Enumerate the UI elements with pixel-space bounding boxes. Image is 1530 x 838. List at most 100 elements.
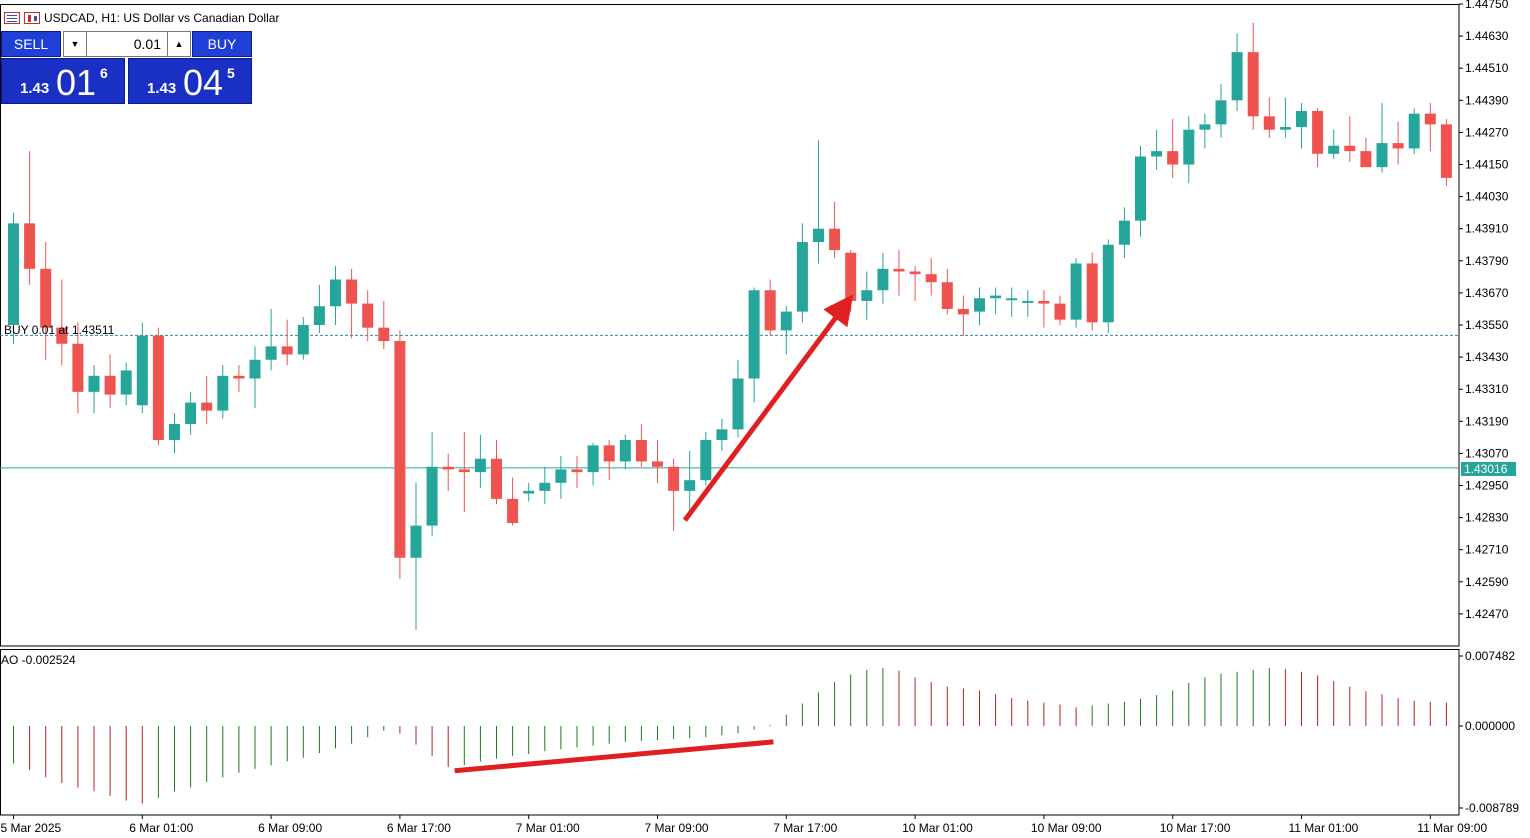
indicator-tick-label: 0.007482 [1465, 649, 1515, 663]
candle-body [281, 346, 293, 355]
chart-type-icon[interactable] [24, 12, 40, 24]
price-tick-label: 1.43550 [1465, 318, 1509, 332]
candle-body [1151, 151, 1163, 157]
price-tick-label: 1.44390 [1465, 93, 1509, 107]
candle-body [909, 271, 921, 275]
candle-body [1263, 116, 1275, 130]
price-tick-label: 1.44510 [1465, 61, 1509, 75]
candle-body [1215, 100, 1227, 125]
indicator-tick-label: 0.000000 [1465, 719, 1515, 733]
price-tick-label: 1.44030 [1465, 190, 1509, 204]
candle-body [1424, 113, 1436, 125]
candle-body [893, 268, 905, 272]
one-click-trading-panel: SELL ▼ ▲ BUY 1.43 01 6 1.43 04 5 [1, 31, 252, 105]
candle-body [813, 228, 824, 243]
candle-body [233, 375, 245, 379]
divergence-line [454, 739, 774, 774]
candle-body [362, 303, 374, 328]
menu-icon[interactable] [4, 12, 20, 24]
candle-body [748, 290, 760, 379]
candle-body [1440, 124, 1452, 178]
candle-body [555, 469, 567, 483]
sell-button-label: SELL [13, 36, 49, 52]
candle-body [941, 282, 953, 309]
candle-body [990, 295, 1002, 299]
candle-body [24, 223, 36, 269]
buy-button-label: BUY [207, 36, 237, 52]
price-tick-label: 1.44750 [1465, 0, 1509, 11]
candle-body [539, 482, 551, 491]
candle-body [249, 359, 261, 379]
buy-button[interactable]: BUY [192, 31, 252, 57]
indicator-plot-frame [0, 649, 1460, 816]
price-tick-label: 1.44630 [1465, 29, 1509, 43]
candle-body [716, 429, 728, 441]
candle-body [1408, 113, 1420, 149]
candle-body [635, 440, 647, 462]
candle-body [394, 341, 406, 558]
time-tick-label: 10 Mar 01:00 [902, 821, 973, 835]
candle-body [1070, 263, 1082, 320]
sell-price-prefix: 1.43 [20, 80, 50, 97]
lot-size-input[interactable] [87, 31, 167, 57]
candle-body [523, 490, 535, 494]
candle-body [1167, 151, 1179, 165]
candle-body [72, 343, 84, 392]
price-tick-label: 1.44270 [1465, 125, 1509, 139]
candle-body [764, 290, 776, 331]
price-tick-label: 1.43910 [1465, 222, 1509, 236]
time-tick-label: 7 Mar 09:00 [645, 821, 709, 835]
time-tick-label: 7 Mar 17:00 [773, 821, 837, 835]
candle-body [185, 402, 197, 424]
price-tick-label: 1.42710 [1465, 543, 1509, 557]
candle-body [136, 335, 148, 406]
buy-price-button[interactable]: 1.43 04 5 [128, 58, 252, 104]
candle-body [8, 223, 19, 325]
time-tick-label: 7 Mar 01:00 [516, 821, 580, 835]
candle-body [877, 268, 889, 291]
candle-body [780, 311, 792, 331]
time-tick-label: 6 Mar 01:00 [129, 821, 193, 835]
price-tick-label: 1.43430 [1465, 350, 1509, 364]
chevron-up-icon: ▲ [174, 39, 184, 49]
candle-body [474, 458, 486, 473]
current-price-tag: 1.43016 [1461, 462, 1516, 476]
candle-body [40, 268, 52, 328]
lot-decrease-button[interactable]: ▼ [63, 31, 87, 57]
lot-increase-button[interactable]: ▲ [167, 31, 191, 57]
time-tick-label: 10 Mar 17:00 [1160, 821, 1231, 835]
time-tick-label: 11 Mar 09:00 [1417, 821, 1487, 835]
time-tick-label: 11 Mar 01:00 [1289, 821, 1359, 835]
candle-body [974, 298, 985, 312]
chart-title-bar: USDCAD, H1: US Dollar vs Canadian Dollar [4, 9, 279, 27]
candle-body [668, 466, 680, 491]
candle-body [652, 461, 663, 467]
candle-body [571, 469, 583, 473]
candle-body [925, 274, 937, 283]
candle-body [410, 525, 422, 558]
sell-button[interactable]: SELL [1, 31, 61, 57]
price-tick-label: 1.42590 [1465, 575, 1509, 589]
trend-arrow [682, 294, 854, 522]
candle-body [1312, 111, 1324, 154]
candle-body [1183, 129, 1195, 165]
candle-body [378, 327, 390, 342]
candle-body [1199, 124, 1211, 130]
candle-body [1231, 52, 1243, 101]
candle-body [152, 335, 164, 441]
price-tick-label: 1.43070 [1465, 446, 1509, 460]
candle-body [458, 469, 470, 473]
time-tick-label: 10 Mar 09:00 [1031, 821, 1102, 835]
candle-body [1102, 244, 1114, 323]
time-tick-label: 5 Mar 2025 [1, 821, 62, 835]
candle-body [330, 279, 341, 307]
buy-price-pips: 04 [183, 62, 224, 103]
candle-body [619, 440, 631, 462]
sell-price-button[interactable]: 1.43 01 6 [1, 58, 125, 104]
candle-body [829, 228, 841, 251]
candle-body [1054, 303, 1066, 320]
candle-body [297, 325, 309, 355]
candle-body [491, 458, 502, 499]
